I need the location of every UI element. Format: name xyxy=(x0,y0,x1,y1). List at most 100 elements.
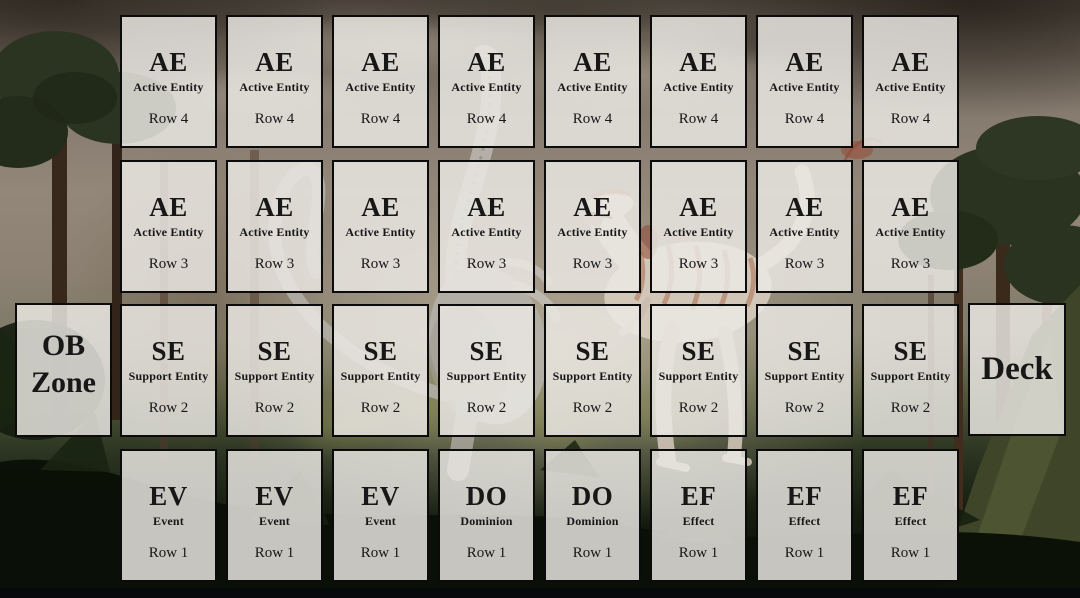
zone-row-label: Row 4 xyxy=(890,111,931,127)
zone-row-3-col-2[interactable]: AE Active Entity Row 3 xyxy=(226,160,323,293)
zone-abbr: AE xyxy=(679,47,718,77)
zone-row-label: Row 2 xyxy=(678,400,719,416)
zone-abbr: AE xyxy=(149,47,188,77)
zone-row-label: Row 2 xyxy=(784,400,825,416)
zone-row-3-col-8[interactable]: AE Active Entity Row 3 xyxy=(862,160,959,293)
zone-type-label: Active Entity xyxy=(875,80,946,94)
zone-type-label: Effect xyxy=(894,514,927,528)
zone-type-label: Support Entity xyxy=(234,369,315,383)
deck-zone-label: Deck xyxy=(981,350,1053,387)
zone-abbr: AE xyxy=(149,192,188,222)
zone-row-4-col-8[interactable]: AE Active Entity Row 4 xyxy=(862,15,959,148)
zone-abbr: AE xyxy=(255,192,294,222)
zone-row-label: Row 4 xyxy=(678,111,719,127)
zone-row-2-col-6[interactable]: SE Support Entity Row 2 xyxy=(650,304,747,437)
zone-type-label: Active Entity xyxy=(239,225,310,239)
zone-row-1-col-5[interactable]: DO Dominion Row 1 xyxy=(544,449,641,582)
zone-type-label: Support Entity xyxy=(870,369,951,383)
zone-row-4-col-2[interactable]: AE Active Entity Row 4 xyxy=(226,15,323,148)
zone-row-1-col-3[interactable]: EV Event Row 1 xyxy=(332,449,429,582)
zone-row-label: Row 2 xyxy=(360,400,401,416)
zone-row-2-col-8[interactable]: SE Support Entity Row 2 xyxy=(862,304,959,437)
zone-abbr: EV xyxy=(149,481,188,511)
zone-row-4-col-7[interactable]: AE Active Entity Row 4 xyxy=(756,15,853,148)
zone-type-label: Active Entity xyxy=(133,225,204,239)
zone-row-3-col-6[interactable]: AE Active Entity Row 3 xyxy=(650,160,747,293)
zone-abbr: AE xyxy=(361,47,400,77)
zone-row-2-col-2[interactable]: SE Support Entity Row 2 xyxy=(226,304,323,437)
zone-row-label: Row 3 xyxy=(678,256,719,272)
zone-row-label: Row 1 xyxy=(572,545,613,561)
zone-row-3-col-4[interactable]: AE Active Entity Row 3 xyxy=(438,160,535,293)
zone-row-1-col-6[interactable]: EF Effect Row 1 xyxy=(650,449,747,582)
zone-type-label: Support Entity xyxy=(658,369,739,383)
zone-row-label: Row 4 xyxy=(572,111,613,127)
zone-row-label: Row 1 xyxy=(360,545,401,561)
zone-row-2-col-7[interactable]: SE Support Entity Row 2 xyxy=(756,304,853,437)
zone-row-4-col-1[interactable]: AE Active Entity Row 4 xyxy=(120,15,217,148)
ob-zone[interactable]: OB Zone xyxy=(15,303,112,437)
zone-row-label: Row 4 xyxy=(360,111,401,127)
zone-type-label: Active Entity xyxy=(133,80,204,94)
zone-row-4-col-4[interactable]: AE Active Entity Row 4 xyxy=(438,15,535,148)
zone-abbr: AE xyxy=(785,192,824,222)
zone-row-4-col-5[interactable]: AE Active Entity Row 4 xyxy=(544,15,641,148)
zone-abbr: SE xyxy=(151,336,186,366)
zone-abbr: AE xyxy=(573,47,612,77)
zone-abbr: AE xyxy=(679,192,718,222)
zone-abbr: SE xyxy=(575,336,610,366)
zone-abbr: SE xyxy=(469,336,504,366)
zone-row-2-col-5[interactable]: SE Support Entity Row 2 xyxy=(544,304,641,437)
zone-type-label: Support Entity xyxy=(340,369,421,383)
zone-row-3-col-5[interactable]: AE Active Entity Row 3 xyxy=(544,160,641,293)
zone-row-label: Row 3 xyxy=(890,256,931,272)
zone-row-2-col-4[interactable]: SE Support Entity Row 2 xyxy=(438,304,535,437)
zone-type-label: Event xyxy=(153,514,184,528)
zone-row-3-col-3[interactable]: AE Active Entity Row 3 xyxy=(332,160,429,293)
ob-zone-label: OB Zone xyxy=(31,327,96,402)
zone-row-1-col-1[interactable]: EV Event Row 1 xyxy=(120,449,217,582)
zone-row-label: Row 2 xyxy=(148,400,189,416)
zone-row-label: Row 4 xyxy=(148,111,189,127)
zone-abbr: AE xyxy=(573,192,612,222)
zone-abbr: SE xyxy=(363,336,398,366)
ob-zone-label-line2: Zone xyxy=(30,366,96,399)
zone-row-1-col-7[interactable]: EF Effect Row 1 xyxy=(756,449,853,582)
zone-row-1-col-4[interactable]: DO Dominion Row 1 xyxy=(438,449,535,582)
zone-type-label: Active Entity xyxy=(875,225,946,239)
zone-row-label: Row 1 xyxy=(466,545,507,561)
zone-row-3-col-1[interactable]: AE Active Entity Row 3 xyxy=(120,160,217,293)
zone-row-label: Row 3 xyxy=(466,256,507,272)
zone-row-1-col-2[interactable]: EV Event Row 1 xyxy=(226,449,323,582)
zone-type-label: Effect xyxy=(682,514,715,528)
zone-row-3-col-7[interactable]: AE Active Entity Row 3 xyxy=(756,160,853,293)
zone-abbr: DO xyxy=(465,481,508,511)
zone-row-label: Row 2 xyxy=(572,400,613,416)
zone-abbr: SE xyxy=(787,336,822,366)
zone-type-label: Event xyxy=(365,514,396,528)
zone-type-label: Active Entity xyxy=(557,225,628,239)
zone-row-2-col-3[interactable]: SE Support Entity Row 2 xyxy=(332,304,429,437)
zone-row-2-col-1[interactable]: SE Support Entity Row 2 xyxy=(120,304,217,437)
zone-row-label: Row 2 xyxy=(254,400,295,416)
zone-type-label: Support Entity xyxy=(128,369,209,383)
zone-abbr: AE xyxy=(467,192,506,222)
zone-abbr: EF xyxy=(892,481,929,511)
zone-abbr: DO xyxy=(571,481,614,511)
zone-row-label: Row 4 xyxy=(254,111,295,127)
zone-type-label: Active Entity xyxy=(451,80,522,94)
zone-row-4-col-3[interactable]: AE Active Entity Row 4 xyxy=(332,15,429,148)
zone-type-label: Active Entity xyxy=(557,80,628,94)
zone-row-label: Row 3 xyxy=(572,256,613,272)
zone-row-1-col-8[interactable]: EF Effect Row 1 xyxy=(862,449,959,582)
zone-row-label: Row 1 xyxy=(254,545,295,561)
zone-abbr: SE xyxy=(257,336,292,366)
zone-row-4-col-6[interactable]: AE Active Entity Row 4 xyxy=(650,15,747,148)
zone-type-label: Support Entity xyxy=(764,369,845,383)
zone-type-label: Active Entity xyxy=(451,225,522,239)
deck-zone[interactable]: Deck xyxy=(968,303,1066,436)
zone-abbr: AE xyxy=(891,192,930,222)
zone-type-label: Active Entity xyxy=(239,80,310,94)
zone-abbr: EF xyxy=(786,481,823,511)
